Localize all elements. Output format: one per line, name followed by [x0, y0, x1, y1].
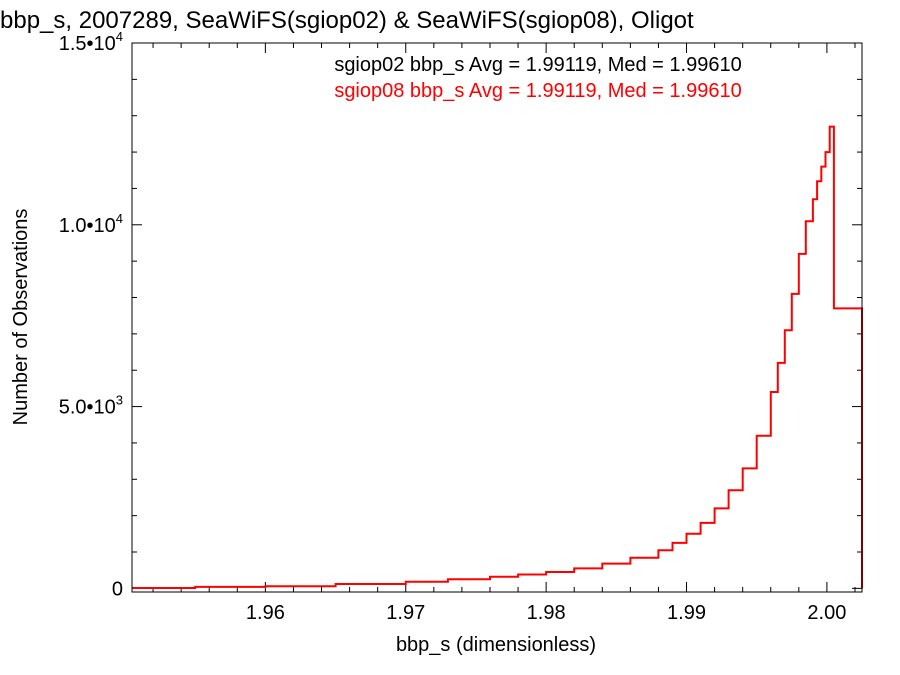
y-tick-label: 1.5•104 [59, 29, 123, 55]
y-tick-labels: 0 5.0•103 1.0•104 1.5•104 [59, 29, 123, 600]
x-tick-label: 1.98 [527, 602, 566, 624]
chart-title: bbp_s, 2007289, SeaWiFS(sgiop02) & SeaWi… [0, 7, 694, 34]
y-tick-label: 5.0•103 [59, 393, 123, 419]
annotation-sgiop08: sgiop08 bbp_s Avg = 1.99119, Med = 1.996… [334, 80, 741, 102]
x-tick-label: 2.00 [807, 602, 846, 624]
plot-frame [131, 42, 863, 593]
series-group [132, 125, 863, 589]
y-tick-label: 0 [112, 578, 123, 600]
annotation-sgiop02: sgiop02 bbp_s Avg = 1.99119, Med = 1.996… [334, 54, 741, 76]
x-tick-label: 1.97 [386, 602, 425, 624]
y-tick-label: 1.0•104 [59, 211, 123, 237]
x-tick-labels: 1.96 1.97 1.98 1.99 2.00 [246, 602, 846, 624]
axis-ticks [132, 42, 862, 592]
series-sgiop08-line [132, 125, 863, 589]
x-axis-label: bbp_s (dimensionless) [396, 634, 596, 656]
x-tick-label: 1.99 [667, 602, 706, 624]
y-axis-label: Number of Observations [10, 209, 32, 426]
x-tick-label: 1.96 [246, 602, 285, 624]
